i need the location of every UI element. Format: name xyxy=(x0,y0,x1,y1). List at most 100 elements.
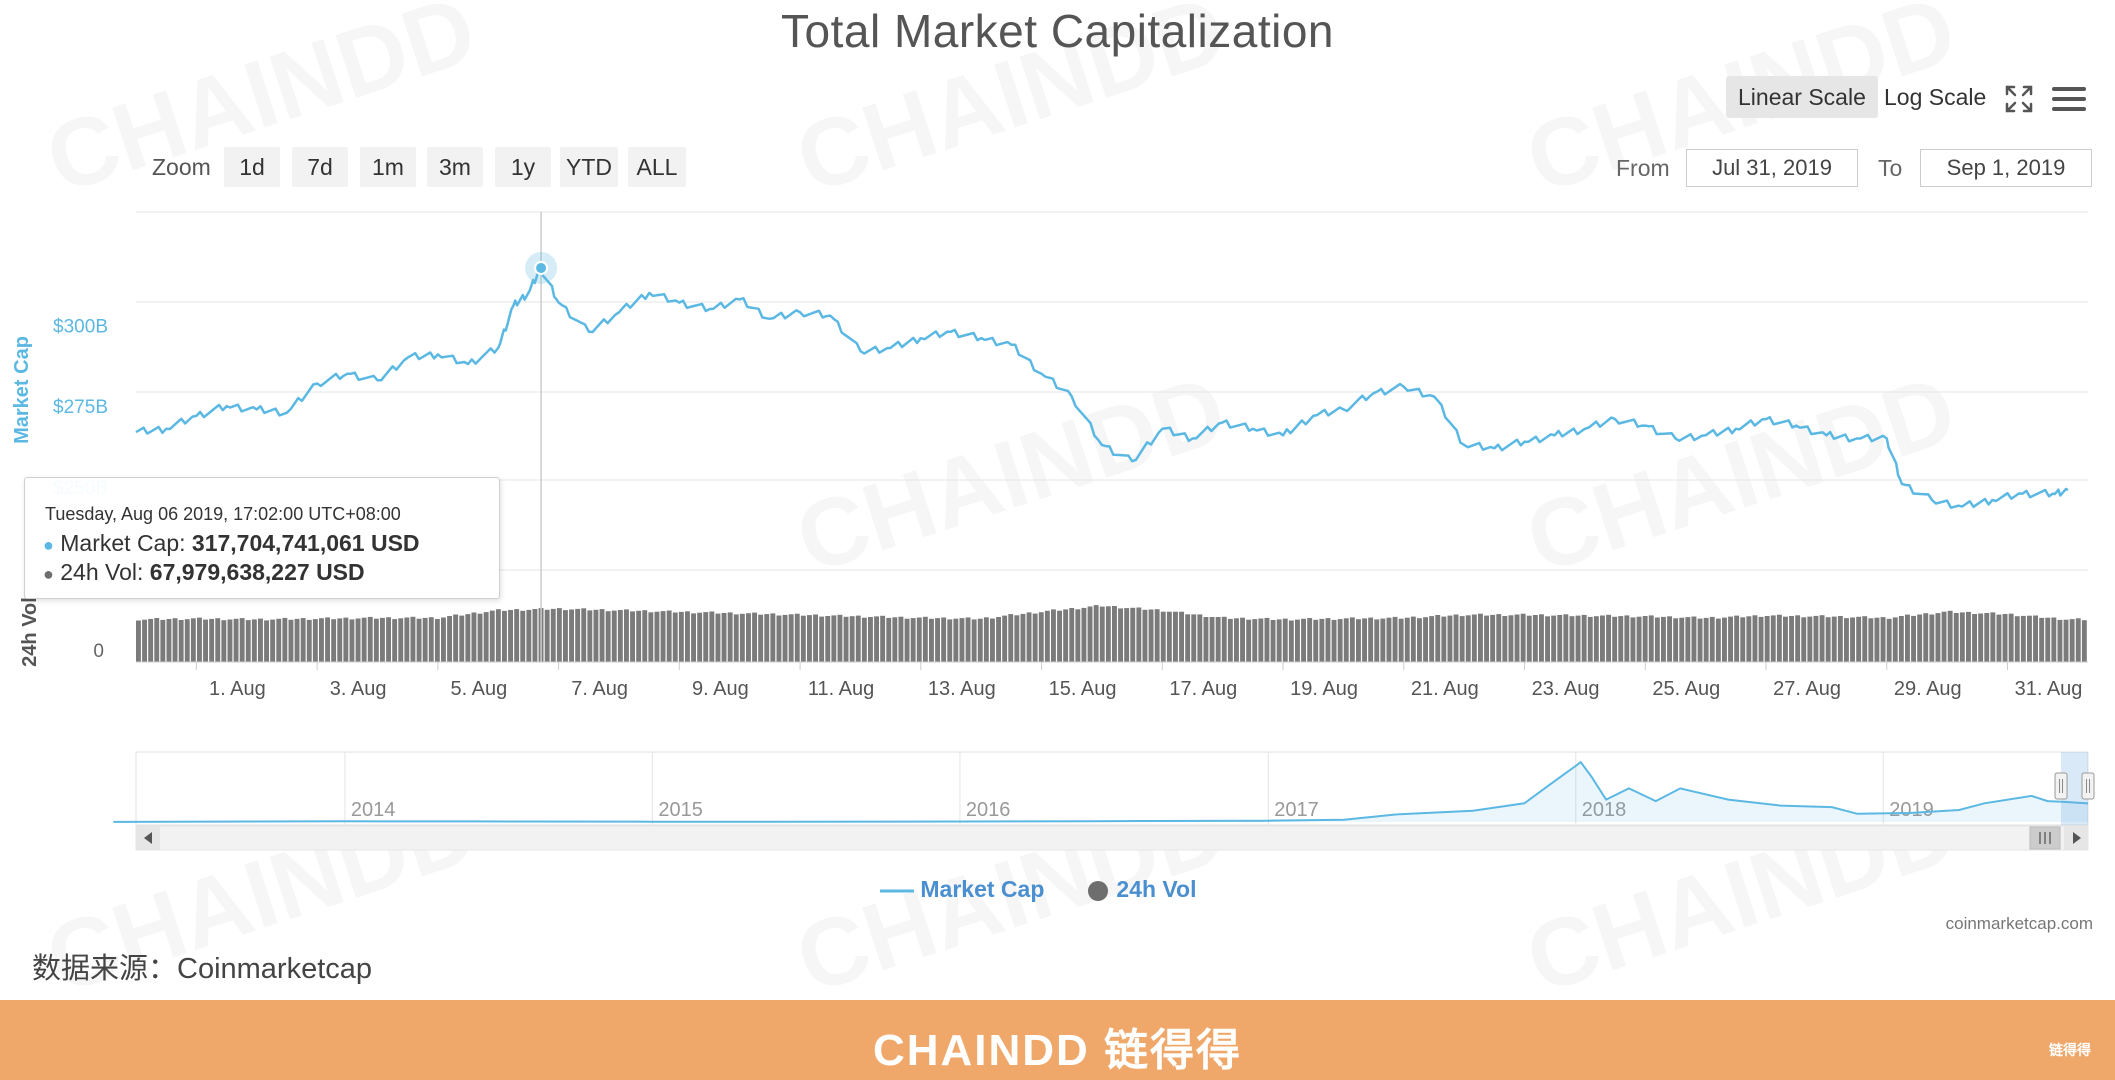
volume-bar xyxy=(312,619,318,662)
volume-bar xyxy=(434,619,440,662)
volume-bar xyxy=(294,618,300,662)
volume-bar xyxy=(398,618,404,662)
volume-bar xyxy=(1728,616,1733,662)
volume-bar xyxy=(691,613,696,662)
range-to-input[interactable]: Sep 1, 2019 xyxy=(1920,149,2092,187)
linear-scale-button[interactable]: Linear Scale xyxy=(1726,76,1878,118)
legend-item-market-cap[interactable]: Market Cap xyxy=(880,876,1044,906)
volume-bar xyxy=(1343,618,1349,662)
volume-bar xyxy=(666,610,672,662)
volume-bar xyxy=(550,608,556,662)
volume-bar xyxy=(752,612,757,662)
volume-bar xyxy=(1258,618,1264,662)
navigator-year-label: 2017 xyxy=(1274,799,1319,821)
volume-bar xyxy=(1173,611,1178,662)
volume-bar xyxy=(1166,611,1172,662)
range-from-input[interactable]: Jul 31, 2019 xyxy=(1686,149,1858,187)
volume-bar xyxy=(325,617,330,662)
volume-bar xyxy=(453,614,459,662)
volume-bar xyxy=(337,618,343,662)
x-tick-label: 7. Aug xyxy=(571,678,628,700)
volume-bar xyxy=(1679,617,1685,662)
volume-bar xyxy=(1746,616,1752,662)
volume-bar xyxy=(1984,613,1990,662)
volume-bar xyxy=(624,609,629,662)
volume-bar xyxy=(1880,617,1886,662)
zoom-button-3m[interactable]: 3m xyxy=(427,147,483,187)
volume-bar xyxy=(2002,614,2008,662)
volume-bar xyxy=(1410,616,1416,662)
volume-bar xyxy=(1557,615,1563,662)
volume-bar xyxy=(2020,615,2026,662)
volume-bar xyxy=(1435,615,1441,662)
highlight-point xyxy=(534,260,549,275)
volume-bar xyxy=(1313,619,1319,662)
volume-bar xyxy=(1898,616,1904,662)
volume-bar xyxy=(721,613,727,662)
volume-bar xyxy=(1063,609,1069,662)
volume-bar xyxy=(617,610,623,662)
zoom-button-7d[interactable]: 7d xyxy=(292,147,348,187)
volume-bar xyxy=(678,611,684,662)
fullscreen-icon[interactable] xyxy=(2004,84,2034,114)
zoom-button-all[interactable]: ALL xyxy=(628,147,686,187)
volume-bar xyxy=(1356,619,1361,662)
volume-bar xyxy=(1642,616,1648,662)
navigator-handle xyxy=(2054,772,2068,800)
volume-bar xyxy=(727,612,733,662)
volume-bar xyxy=(587,610,593,662)
volume-bar xyxy=(1069,608,1075,662)
tooltip-date: Tuesday, Aug 06 2019, 17:02:00 UTC+08:00 xyxy=(45,504,401,524)
volume-bar xyxy=(1911,615,1916,662)
volume-bar xyxy=(1764,616,1770,662)
legend-item-volume[interactable]: 24h Vol xyxy=(1086,876,1197,906)
credit-link[interactable]: coinmarketcap.com xyxy=(1945,914,2093,933)
navigator-handle xyxy=(2081,772,2095,800)
volume-bar xyxy=(1423,617,1428,662)
volume-bar xyxy=(508,610,513,662)
volume-bar xyxy=(1813,615,1819,662)
volume-bar xyxy=(654,611,660,662)
volume-bar xyxy=(1197,614,1203,662)
volume-bar xyxy=(1850,617,1855,662)
volume-bar xyxy=(1844,618,1849,662)
x-tick-label: 9. Aug xyxy=(692,678,749,700)
volume-bar xyxy=(1947,610,1953,662)
volume-bar xyxy=(441,617,446,662)
volume-bar xyxy=(563,610,568,662)
volume-bar xyxy=(1953,613,1959,662)
volume-bar xyxy=(843,616,849,662)
volume-bar xyxy=(1441,616,1447,662)
volume-bar xyxy=(373,618,379,662)
y-axis-title-market-cap: Market Cap xyxy=(11,336,33,444)
navigator[interactable]: 2014 2015 2016 2017 2018 2019 xyxy=(113,751,2095,851)
tooltip-vol-value: 67,979,638,227 USD xyxy=(149,559,365,585)
zoom-button-1m[interactable]: 1m xyxy=(360,147,416,187)
volume-bar xyxy=(965,617,971,662)
volume-bar xyxy=(233,618,239,662)
market-cap-line xyxy=(135,266,2069,509)
hamburger-menu-icon[interactable] xyxy=(2052,84,2086,114)
volume-bar xyxy=(1075,609,1081,662)
volume-bar xyxy=(1758,616,1764,662)
volume-bar xyxy=(1142,609,1148,662)
volume-bar xyxy=(1026,612,1032,662)
x-tick-label: 27. Aug xyxy=(1773,678,1841,700)
volume-bar xyxy=(1240,617,1245,662)
zoom-button-ytd[interactable]: YTD xyxy=(560,147,618,187)
navigator-year-label: 2015 xyxy=(658,799,703,821)
volume-bar xyxy=(697,612,703,662)
volume-bar xyxy=(1569,616,1575,662)
log-scale-button[interactable]: Log Scale xyxy=(1884,84,1987,110)
volume-bar xyxy=(1246,619,1252,662)
dot-legend-icon xyxy=(1088,880,1108,901)
volume-bar xyxy=(947,619,953,662)
zoom-button-1d[interactable]: 1d xyxy=(224,147,280,187)
zoom-button-1y[interactable]: 1y xyxy=(495,147,551,187)
tooltip-vol-label: 24h Vol: xyxy=(60,559,144,585)
navigator-frame xyxy=(135,751,2089,826)
volume-bar xyxy=(245,620,251,662)
volume-bar xyxy=(1398,618,1404,662)
volume-bar xyxy=(1905,614,1910,662)
